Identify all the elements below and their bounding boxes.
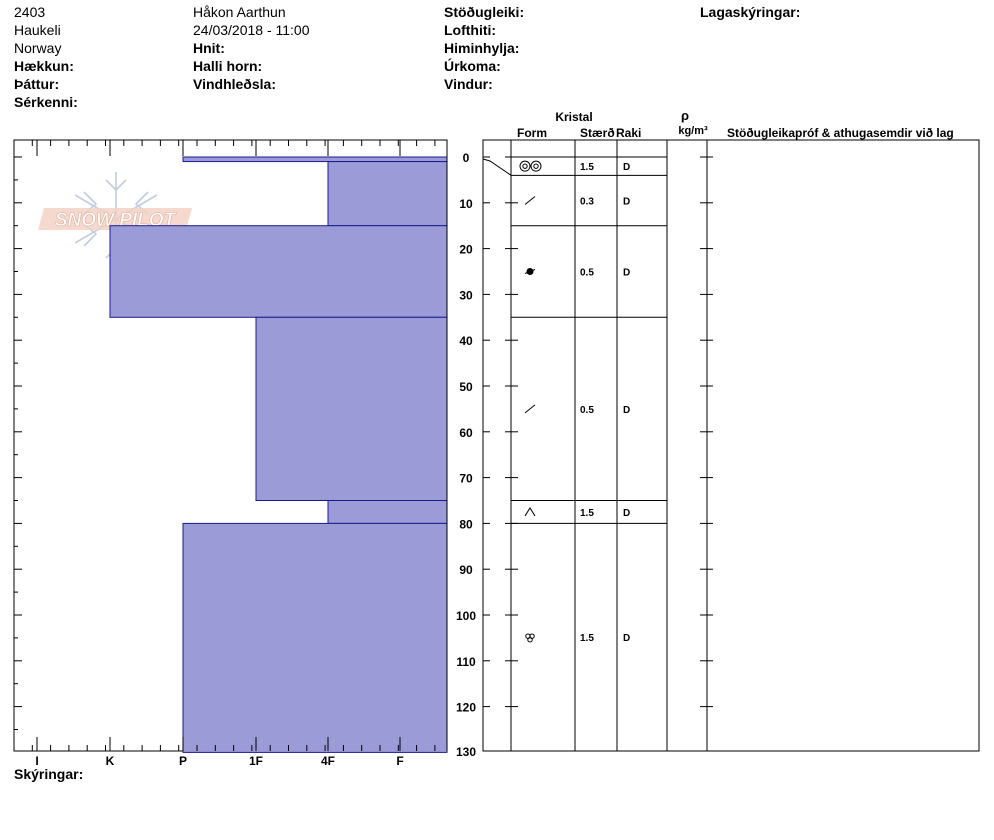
observation-datetime: 24/03/2018 - 11:00 — [193, 22, 310, 38]
station-id: 2403 — [14, 4, 46, 20]
depth-tick-label: 30 — [459, 288, 473, 302]
melt-forms-icon — [519, 160, 542, 172]
hardness-layer — [182, 522, 448, 753]
crystal-moisture-value: D — [623, 197, 630, 208]
crystal-size-value: 0.5 — [580, 268, 594, 279]
crystal-size-value: 1.5 — [580, 162, 594, 173]
decomposing-icon — [524, 404, 536, 414]
depth-tick-label: 90 — [459, 563, 473, 577]
stability-label: Stöðugleiki: — [444, 4, 525, 20]
depth-tick-label: 130 — [456, 745, 476, 759]
density-unit: kg/m³ — [678, 125, 708, 137]
comments-header: Stöðugleikapróf & athugasemdir við lag — [727, 126, 954, 140]
form-header: Form — [517, 126, 547, 140]
crystal-size-value: 1.5 — [580, 508, 594, 519]
crystal-size-value: 1.5 — [580, 633, 594, 644]
hardness-tick-label: 4F — [321, 754, 335, 768]
crystal-moisture-value: D — [623, 508, 630, 519]
air-temperature-label: Lofthiti: — [444, 22, 497, 38]
depth-tick-label: 40 — [459, 334, 473, 348]
notes-label: Skýringar: — [14, 766, 84, 782]
crystal-moisture-value: D — [623, 633, 630, 644]
country: Norway — [14, 40, 62, 56]
crystal-table: 1.5 D 0.3 D 0.5 D 0.5 D 1.5 D 1.5 D — [482, 139, 980, 752]
crystal-size-value: 0.3 — [580, 197, 594, 208]
depth-tick-label: 60 — [459, 426, 473, 440]
slope-angle-label: Halli horn: — [193, 58, 263, 74]
depth-tick-label: 110 — [456, 655, 476, 669]
hardness-tick-label: 1F — [249, 754, 263, 768]
wind-label: Vindur: — [444, 76, 493, 92]
precipitation-label: Úrkoma: — [444, 58, 501, 74]
hardness-axis: I K P 1F 4F F — [31, 140, 436, 768]
depth-tick-label: 100 — [456, 609, 476, 623]
layer-connector-line — [482, 158, 512, 176]
hardness-tick-label: K — [106, 754, 115, 768]
depth-tick-label: 70 — [459, 472, 473, 486]
wind-loading-label: Vindhleðsla: — [193, 76, 276, 92]
hardness-layer — [327, 161, 448, 227]
hardness-layer — [255, 316, 448, 501]
features-label: Sérkenni: — [14, 94, 78, 110]
decomposing-icon — [524, 196, 536, 205]
crystal-header: Kristal — [555, 110, 592, 124]
crystal-size-value: 0.5 — [580, 405, 594, 416]
rounded-grains-icon — [524, 268, 536, 275]
depth-hoar-icon — [524, 507, 536, 517]
size-header: Stærð — [580, 126, 615, 140]
crystal-moisture-value: D — [623, 268, 630, 279]
crystal-moisture-value: D — [623, 162, 630, 173]
depth-tick-label: 20 — [459, 243, 473, 257]
elevation-label: Hækkun: — [14, 58, 74, 74]
hardness-layers — [109, 156, 448, 753]
location-name: Haukeli — [14, 22, 61, 38]
hardness-tick-label: P — [179, 754, 187, 768]
hardness-tick-label: F — [396, 754, 403, 768]
depth-tick-label: 0 — [463, 151, 470, 165]
hardness-tick-label: I — [35, 754, 38, 768]
layer-legend-label: Lagaskýringar: — [700, 4, 801, 20]
sky-cover-label: Himinhylja: — [444, 40, 520, 56]
depth-tick-label: 120 — [456, 701, 476, 715]
hardness-layer — [109, 225, 448, 318]
depth-tick-label: 50 — [459, 380, 473, 394]
observer-name: Håkon Aarthun — [193, 4, 286, 20]
coordinates-label: Hnit: — [193, 40, 225, 56]
crystal-moisture-value: D — [623, 405, 630, 416]
hardness-layer — [182, 156, 448, 163]
depth-tick-label: 10 — [459, 197, 473, 211]
moisture-header: Raki — [616, 126, 641, 140]
hardness-layer — [327, 500, 448, 524]
depth-tick-label: 80 — [459, 517, 473, 531]
factor-label: Þáttur: — [14, 76, 60, 92]
density-symbol: ρ — [681, 108, 689, 123]
melt-clusters-icon — [525, 633, 535, 643]
depth-axis: 0 10 20 30 40 50 60 70 80 90 100 110 120 130 — [14, 140, 476, 759]
